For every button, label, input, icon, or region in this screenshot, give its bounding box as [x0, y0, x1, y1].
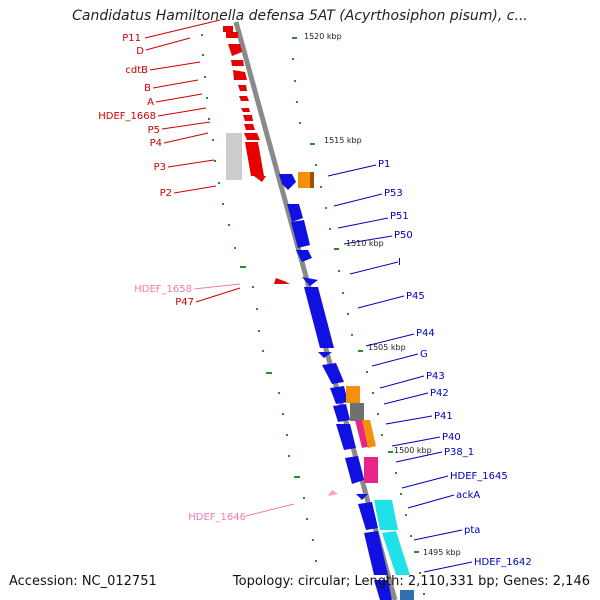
gene-label: HDEF_1658 — [134, 284, 192, 295]
footer-bar: Accession: NC_012751 Topology: circular;… — [0, 574, 600, 592]
left-ticks — [201, 34, 317, 562]
gene-label: P5 — [148, 125, 160, 136]
left-labels: P11 D cdtB B A HDEF_1668 P5 P4 P3 P2 HDE… — [98, 33, 246, 523]
scale-label: 1520 kbp — [304, 32, 342, 41]
gene-label: I — [398, 257, 401, 268]
gene-label: P53 — [384, 188, 403, 199]
gene-label: ackA — [456, 490, 480, 501]
gene-label: HDEF_1642 — [474, 557, 532, 568]
scale-ticks — [292, 37, 425, 595]
scale-label: 1500 kbp — [394, 446, 432, 455]
right-labels: P1 P53 P51 P50 I P45 P44 G P43 P42 P41 P… — [378, 159, 532, 568]
gene-label: HDEF_1646 — [188, 512, 246, 523]
gene-label: G — [420, 349, 428, 360]
left-leaders-pink — [193, 283, 295, 517]
gene-label: P47 — [175, 297, 194, 308]
gene-label: P4 — [150, 138, 162, 149]
gene-label: P3 — [154, 162, 166, 173]
gene-label: P2 — [160, 188, 172, 199]
gene-label: P1 — [378, 159, 390, 170]
left-leaders — [144, 19, 241, 303]
gene-label: P43 — [426, 371, 445, 382]
gene-label: A — [147, 97, 154, 108]
gene-label: HDEF_1668 — [98, 111, 156, 122]
gene-label: P41 — [434, 411, 453, 422]
gene-label: B — [144, 83, 151, 94]
right-features — [279, 172, 414, 600]
gene-label: D — [136, 46, 144, 57]
gene-label: P40 — [442, 432, 461, 443]
scale-label: 1505 kbp — [368, 343, 406, 352]
gene-label: P44 — [416, 328, 435, 339]
gene-label: P38_1 — [444, 447, 474, 458]
gene-label: P45 — [406, 291, 425, 302]
scale-label: 1515 kbp — [324, 136, 362, 145]
gene-label: HDEF_1645 — [450, 471, 508, 482]
scale-labels: 1520 kbp 1515 kbp 1510 kbp 1505 kbp 1500… — [304, 32, 461, 557]
left-features — [223, 26, 338, 496]
gene-label: P11 — [122, 33, 141, 44]
gene-label: P51 — [390, 211, 409, 222]
gene-label: cdtB — [125, 65, 148, 76]
gene-label: P42 — [430, 388, 449, 399]
gene-label: pta — [464, 525, 480, 536]
accession-text: Accession: NC_012751 — [9, 574, 157, 589]
scale-label: 1495 kbp — [423, 548, 461, 557]
scale-label: 1510 kbp — [346, 239, 384, 248]
map-title: Candidatus Hamiltonella defensa 5AT (Acy… — [72, 8, 528, 24]
gene-label: P50 — [394, 230, 413, 241]
topology-text: Topology: circular; Length: 2,110,331 bp… — [232, 574, 590, 589]
right-leaders — [327, 164, 473, 573]
